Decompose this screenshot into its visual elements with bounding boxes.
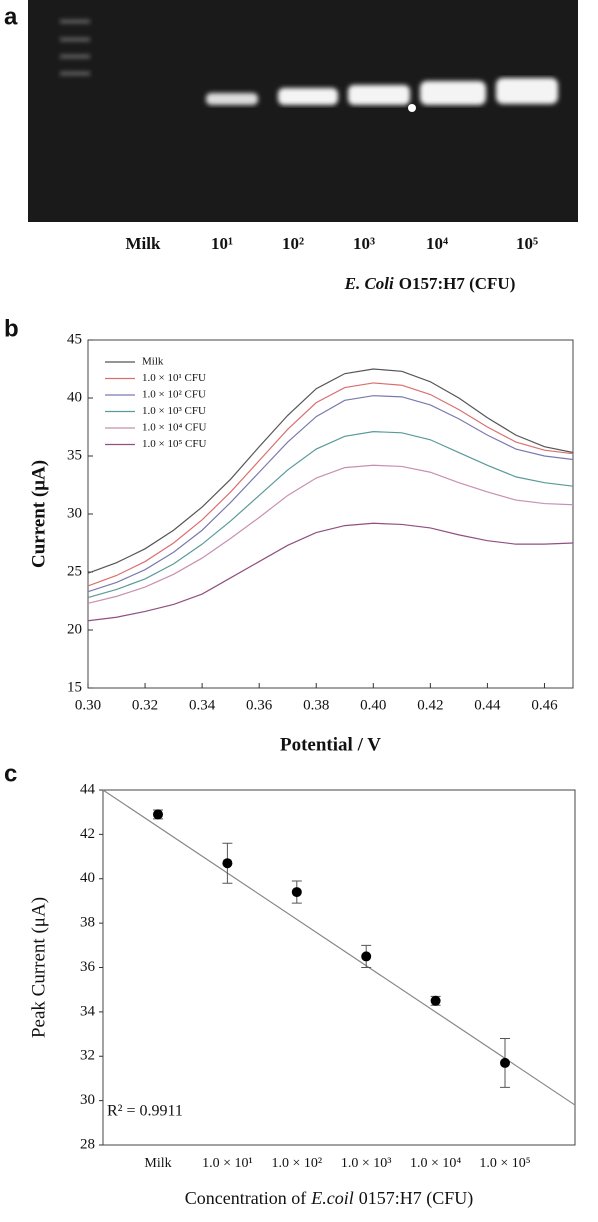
x-tick-label: 0.46 xyxy=(531,697,558,713)
x-axis-title-part: 0157:H7 (CFU) xyxy=(359,1188,474,1209)
x-tick-label: 1.0 × 10⁴ xyxy=(410,1156,461,1171)
point xyxy=(291,887,302,898)
y-tick-label: 34 xyxy=(80,1003,96,1019)
lane-label: 10¹ xyxy=(211,234,233,253)
line xyxy=(87,522,574,622)
y-tick-label: 25 xyxy=(67,563,82,579)
legend-label: 1.0 × 10⁴ CFU xyxy=(142,422,206,434)
ladder xyxy=(60,20,90,75)
line xyxy=(87,431,574,599)
trendline xyxy=(102,789,576,1106)
line xyxy=(87,368,574,574)
y-tick-label: 35 xyxy=(67,447,82,463)
lane-label: 10⁴ xyxy=(426,234,448,253)
lane-label: 10² xyxy=(282,234,304,253)
gel-spot xyxy=(408,104,416,112)
line xyxy=(87,382,574,587)
point xyxy=(430,995,441,1006)
x-tick-label: 1.0 × 10¹ xyxy=(202,1156,253,1171)
legend-label: 1.0 × 10⁵ CFU xyxy=(142,438,206,450)
x-tick-label: 0.36 xyxy=(246,697,273,713)
lane-label: 10³ xyxy=(353,234,375,253)
y-axis-title: Current (μA) xyxy=(28,460,49,568)
legend-label: 1.0 × 10¹ CFU xyxy=(142,372,206,384)
panel-label: b xyxy=(4,315,19,342)
x-tick-label: 0.42 xyxy=(417,697,443,713)
x-axis-title: Potential / V xyxy=(280,734,381,755)
x-tick-label: 0.34 xyxy=(189,697,216,713)
x-axis-title-part: E.coil xyxy=(310,1188,354,1208)
y-tick-label: 42 xyxy=(80,826,95,842)
x-tick-label: 0.32 xyxy=(132,697,158,713)
x-tick-label: 1.0 × 10³ xyxy=(341,1156,392,1171)
point xyxy=(153,809,163,820)
point xyxy=(361,951,372,962)
legend-label: 1.0 × 10³ CFU xyxy=(142,405,206,417)
x-tick-label: 0.44 xyxy=(474,697,501,713)
point xyxy=(500,1057,510,1068)
y-tick-label: 15 xyxy=(67,679,82,695)
legend-label: Milk xyxy=(142,356,164,368)
y-tick-label: 32 xyxy=(80,1048,95,1064)
x-axis-title: Concentration of E.coil 0157:H7 (CFU) xyxy=(185,1188,473,1209)
y-tick-label: 36 xyxy=(80,959,96,975)
y-axis-title: Peak Current (μA) xyxy=(28,897,49,1038)
y-tick-label: 45 xyxy=(67,331,82,347)
plot-frame xyxy=(102,789,576,1146)
x-tick-label: 1.0 × 10² xyxy=(272,1156,323,1171)
x-tick-label: 0.40 xyxy=(360,697,386,713)
gel-bands xyxy=(206,78,558,105)
caption: O157:H7 (CFU) xyxy=(399,274,516,293)
y-tick-label: 20 xyxy=(67,621,82,637)
lane-label: Milk xyxy=(126,234,161,253)
panel-label: c xyxy=(4,760,17,787)
x-tick-label: Milk xyxy=(144,1156,171,1171)
y-tick-label: 30 xyxy=(80,1092,95,1108)
x-axis-title-part: Concentration of xyxy=(185,1188,306,1208)
y-tick-label: 38 xyxy=(80,915,95,931)
y-tick-label: 40 xyxy=(80,870,95,886)
caption-italic: E. Coli xyxy=(344,274,394,293)
y-tick-label: 40 xyxy=(67,389,82,405)
panel-label: a xyxy=(4,3,18,30)
line xyxy=(87,395,574,593)
annotation: R² = 0.9911 xyxy=(107,1103,183,1120)
legend-label: 1.0 × 10² CFU xyxy=(142,389,206,401)
x-tick-label: 0.38 xyxy=(303,697,329,713)
point xyxy=(222,858,233,869)
lane-label: 10⁵ xyxy=(516,234,538,253)
y-tick-label: 44 xyxy=(80,781,96,797)
gel-caption: E. Coli O157:H7 (CFU) xyxy=(344,274,516,293)
x-tick-label: 1.0 × 10⁵ xyxy=(479,1156,530,1171)
x-tick-label: 0.30 xyxy=(75,697,101,713)
line xyxy=(87,464,574,604)
y-tick-label: 30 xyxy=(67,505,82,521)
gel-image xyxy=(28,0,578,222)
y-tick-label: 28 xyxy=(80,1136,95,1152)
